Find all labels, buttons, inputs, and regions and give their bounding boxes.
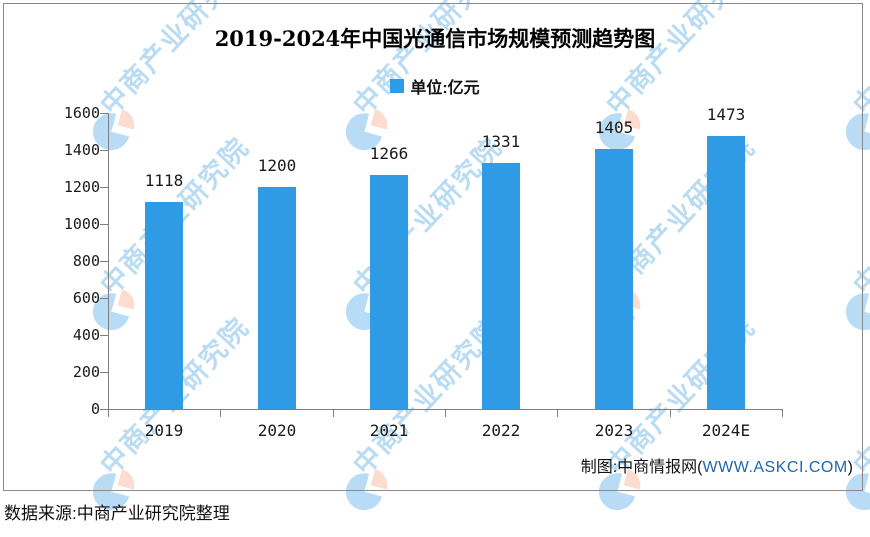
x-axis-tick <box>445 409 446 417</box>
y-axis-tick-label: 1400 <box>63 141 100 159</box>
y-axis-line <box>108 113 109 410</box>
bar <box>370 175 408 409</box>
y-axis-tick <box>100 372 108 373</box>
bar-value-label: 1200 <box>257 156 297 175</box>
legend: 单位:亿元 <box>0 74 870 98</box>
bar <box>258 187 296 409</box>
y-axis-tick <box>100 224 108 225</box>
bar-value-label: 1266 <box>369 144 409 163</box>
x-axis-tick <box>220 409 221 417</box>
x-axis-tick <box>333 409 334 417</box>
chart-title: 2019-2024年中国光通信市场规模预测趋势图 <box>214 26 656 51</box>
bar-value-label: 1473 <box>706 105 746 124</box>
y-axis-tick <box>100 150 108 151</box>
x-axis-tick <box>557 409 558 417</box>
y-axis-tick-label: 800 <box>72 252 100 270</box>
x-axis-tick <box>782 409 783 417</box>
bar-value-label: 1118 <box>144 171 184 190</box>
y-axis-tick-label: 1600 <box>63 104 100 122</box>
y-axis-tick <box>100 113 108 114</box>
x-axis-category-label: 2023 <box>594 421 634 440</box>
x-axis-category-label: 2021 <box>369 421 409 440</box>
y-axis-tick-label: 200 <box>72 363 100 381</box>
x-axis-category-label: 2024E <box>701 421 751 440</box>
y-axis-tick-label: 0 <box>90 400 100 418</box>
x-axis-tick <box>670 409 671 417</box>
credit-prefix: 制图:中商情报网( <box>580 459 703 476</box>
x-axis-tick <box>108 409 109 417</box>
bar <box>707 136 745 409</box>
y-axis-tick <box>100 298 108 299</box>
legend-swatch <box>390 79 405 93</box>
bar-value-label: 1331 <box>481 132 521 151</box>
y-axis-tick <box>100 187 108 188</box>
credit-line: 制图:中商情报网(WWW.ASKCI.COM) <box>581 453 853 477</box>
y-axis-tick <box>100 335 108 336</box>
x-axis-category-label: 2020 <box>257 421 297 440</box>
y-axis-tick-label: 600 <box>72 289 100 307</box>
chart-border-box <box>3 3 863 491</box>
x-axis-category-label: 2019 <box>144 421 184 440</box>
credit-site-url: WWW.ASKCI.COM <box>702 459 848 476</box>
data-source-note: 数据来源:中商产业研究院整理 <box>4 504 230 523</box>
y-axis-tick-label: 400 <box>72 326 100 344</box>
legend-label: 单位:亿元 <box>410 80 480 97</box>
x-axis-category-label: 2022 <box>481 421 521 440</box>
bar <box>145 202 183 409</box>
y-axis-tick <box>100 409 108 410</box>
y-axis-tick-label: 1000 <box>63 215 100 233</box>
y-axis-tick-label: 1200 <box>63 178 100 196</box>
bar <box>482 163 520 409</box>
bar <box>595 149 633 409</box>
y-axis-tick <box>100 261 108 262</box>
credit-suffix: ) <box>847 459 853 476</box>
bar-value-label: 1405 <box>594 118 634 137</box>
